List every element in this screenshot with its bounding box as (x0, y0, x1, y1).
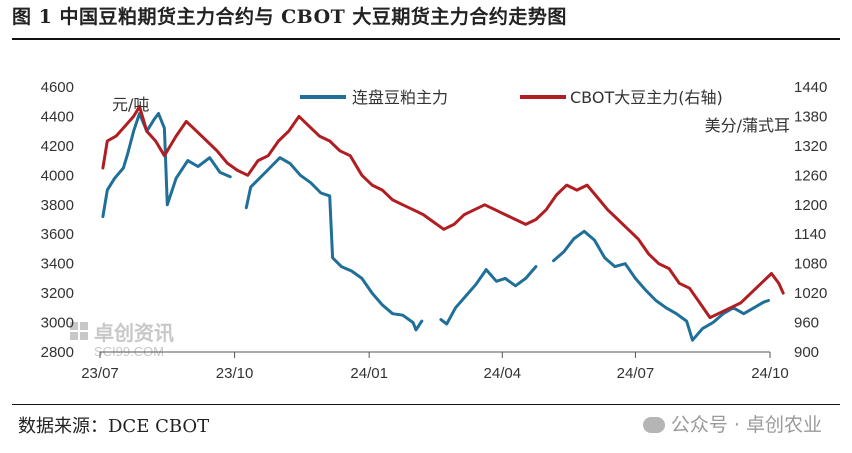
right-tick-label: 1140 (794, 226, 826, 243)
footer-divider (12, 404, 840, 405)
right-tick-label: 900 (794, 344, 819, 361)
left-tick-label: 3600 (41, 226, 74, 243)
page-title: 图 1 中国豆粕期货主力合约与 CBOT 大豆期货主力合约走势图 (12, 6, 567, 28)
x-tick-label: 24/07 (617, 365, 655, 382)
left-tick-label: 4200 (41, 138, 74, 155)
series-line-cbot (101, 105, 785, 320)
right-axis-unit: 美分/蒲式耳 (705, 116, 790, 135)
sci99-watermark: 卓创资讯 SCI99.COM (70, 321, 174, 359)
left-axis-unit: 元/吨 (112, 95, 149, 114)
right-tick-label: 1020 (794, 285, 827, 302)
title-divider (12, 38, 840, 40)
left-tick-label: 3400 (41, 256, 74, 273)
wechat-brand-label: 公众号 · 卓创农业 (670, 414, 822, 436)
x-tick-label: 23/10 (216, 365, 254, 382)
right-tick-label: 1320 (794, 138, 827, 155)
x-tick-label: 24/04 (484, 365, 522, 382)
right-tick-label: 1200 (794, 197, 827, 214)
watermark-logo-text: 卓创资讯 (94, 321, 174, 345)
right-tick-label: 1380 (794, 108, 827, 125)
sci99-logo-icon (70, 322, 88, 340)
left-tick-label: 3800 (41, 197, 74, 214)
left-tick-label: 2800 (41, 344, 74, 361)
left-tick-label: 3200 (41, 285, 74, 302)
wechat-icon (642, 417, 665, 433)
chart-series (101, 105, 785, 342)
x-tick-label: 23/07 (81, 365, 119, 382)
right-tick-label: 1260 (794, 167, 827, 184)
x-tick-label: 24/01 (350, 365, 388, 382)
legend-label-dce: 连盘豆粕主力 (352, 88, 448, 107)
legend-label-cbot: CBOT大豆主力(右轴) (570, 88, 723, 107)
data-source: 数据来源：DCE CBOT (18, 416, 210, 437)
left-tick-label: 4000 (41, 167, 74, 184)
left-tick-label: 4400 (41, 108, 74, 125)
right-tick-label: 1440 (794, 79, 827, 96)
right-tick-label: 960 (794, 315, 819, 332)
right-tick-label: 1080 (794, 256, 827, 273)
left-tick-label: 3000 (41, 315, 74, 332)
x-tick-label: 24/10 (751, 365, 789, 382)
chart-axes: 23/07 23/10 24/01 24/04 24/07 24/10 2800 3000 32… (41, 79, 828, 382)
chart-legend: 连盘豆粕主力 CBOT大豆主力(右轴) (300, 88, 723, 107)
left-tick-label: 4600 (41, 79, 74, 96)
series-line-dce (101, 112, 770, 342)
line-chart: 卓创资讯 SCI99.COM 23/07 23/10 24/01 24/04 24/07… (41, 79, 828, 382)
wechat-brand: 公众号 · 卓创农业 (642, 410, 822, 437)
